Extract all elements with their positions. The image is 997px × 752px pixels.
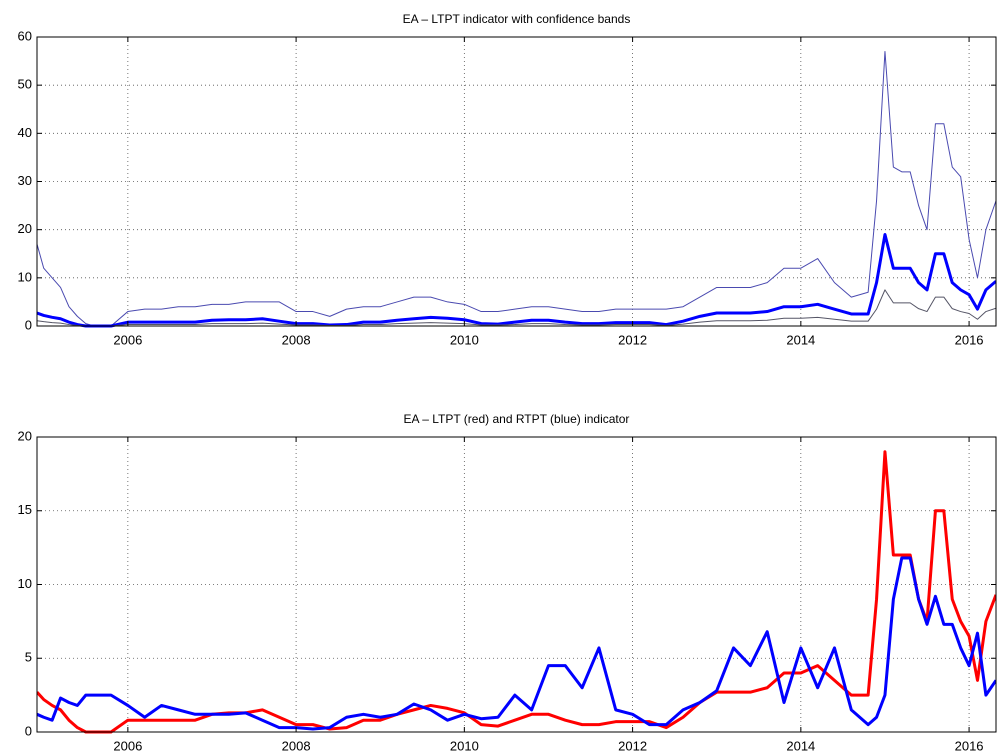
x-tick-label: 2008	[282, 332, 311, 347]
x-tick-label: 2016	[955, 332, 984, 347]
chart-title: EA – LTPT indicator with confidence band…	[403, 12, 631, 26]
y-tick-label: 15	[18, 502, 32, 517]
x-tick-label: 2016	[955, 738, 984, 752]
y-tick-label: 40	[18, 125, 32, 140]
x-tick-label: 2012	[618, 332, 647, 347]
series-line	[37, 232, 996, 328]
axes-frame	[36, 436, 997, 733]
axes-frame	[36, 36, 997, 327]
y-tick-label: 10	[18, 576, 32, 591]
x-tick-label: 2010	[450, 738, 479, 752]
x-tick-label: 2006	[113, 738, 142, 752]
x-tick-label: 2014	[786, 332, 815, 347]
series-line	[37, 450, 996, 734]
y-tick-label: 30	[18, 173, 32, 188]
series-line	[37, 50, 996, 327]
chart-title: EA – LTPT (red) and RTPT (blue) indicato…	[404, 412, 630, 426]
y-tick-label: 20	[18, 221, 32, 236]
x-tick-label: 2010	[450, 332, 479, 347]
y-tick-label: 5	[25, 650, 32, 665]
y-tick-label: 0	[25, 723, 32, 738]
series-line	[37, 289, 996, 327]
y-tick-label: 60	[18, 28, 32, 43]
x-tick-label: 2014	[786, 738, 815, 752]
y-tick-label: 10	[18, 269, 32, 284]
y-tick-label: 50	[18, 77, 32, 92]
series-line	[37, 556, 996, 731]
x-tick-label: 2008	[282, 738, 311, 752]
y-tick-label: 20	[18, 428, 32, 443]
x-tick-label: 2006	[113, 332, 142, 347]
x-tick-label: 2012	[618, 738, 647, 752]
y-tick-label: 0	[25, 317, 32, 332]
